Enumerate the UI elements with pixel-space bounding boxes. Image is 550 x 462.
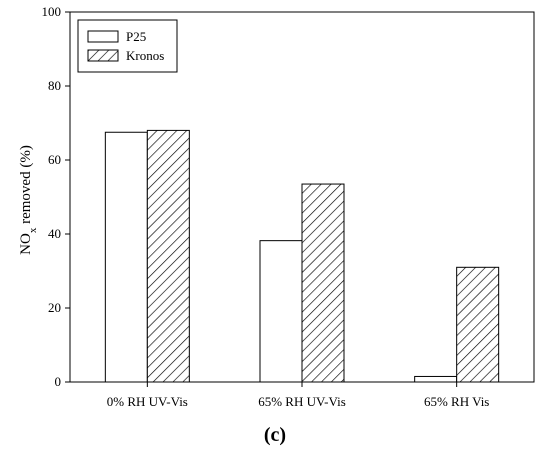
- x-tick-label: 0% RH UV-Vis: [107, 394, 188, 409]
- legend: P25 Kronos: [77, 19, 178, 73]
- bar-p25-0: [104, 131, 148, 383]
- y-tick-label: 20: [48, 300, 61, 315]
- bar-kronos-2: [456, 266, 500, 383]
- y-tick-label: 80: [48, 78, 61, 93]
- bars: [104, 129, 500, 383]
- x-tick-label: 65% RH Vis: [424, 394, 489, 409]
- bar-kronos-1: [301, 183, 345, 383]
- legend-frame: [77, 19, 178, 73]
- legend-label-p25: P25: [126, 29, 146, 44]
- bar-p25-1: [259, 240, 303, 383]
- panel-label: (c): [263, 424, 287, 446]
- y-axis-label-subscript: x: [27, 227, 39, 233]
- legend-label-kronos: Kronos: [126, 48, 164, 63]
- x-tick-label: 65% RH UV-Vis: [258, 394, 346, 409]
- y-axis-label: NOx removed (%): [18, 145, 39, 255]
- bar-kronos-0: [146, 129, 190, 383]
- bar-p25-2: [414, 375, 458, 383]
- y-tick-label: 0: [55, 374, 62, 389]
- x-axis: 0% RH UV-Vis 65% RH UV-Vis 65% RH Vis: [107, 382, 489, 409]
- bar-chart: 0 20 40 60 80 100 0% RH UV-Vis 65% RH UV-Vis 65…: [18, 4, 535, 409]
- y-tick-label: 40: [48, 226, 61, 241]
- y-tick-label: 100: [42, 4, 62, 19]
- y-axis: 0 20 40 60 80 100: [42, 4, 70, 389]
- y-tick-label: 60: [48, 152, 61, 167]
- legend-swatch-kronos: [87, 49, 119, 62]
- legend-swatch-p25: [87, 30, 119, 43]
